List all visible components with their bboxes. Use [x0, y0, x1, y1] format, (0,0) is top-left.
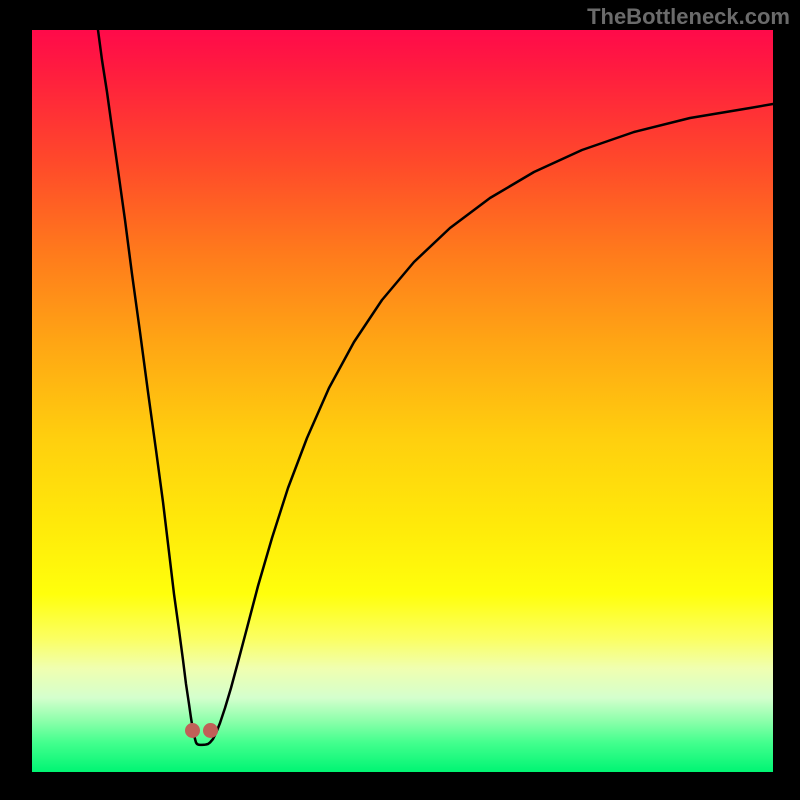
- curve-path: [98, 30, 773, 745]
- watermark-text: TheBottleneck.com: [587, 4, 790, 30]
- canvas: TheBottleneck.com: [0, 0, 800, 800]
- valley-marker-right: [203, 723, 218, 738]
- plot-area: [32, 30, 773, 772]
- bottleneck-curve: [32, 30, 773, 772]
- valley-marker-left: [185, 723, 200, 738]
